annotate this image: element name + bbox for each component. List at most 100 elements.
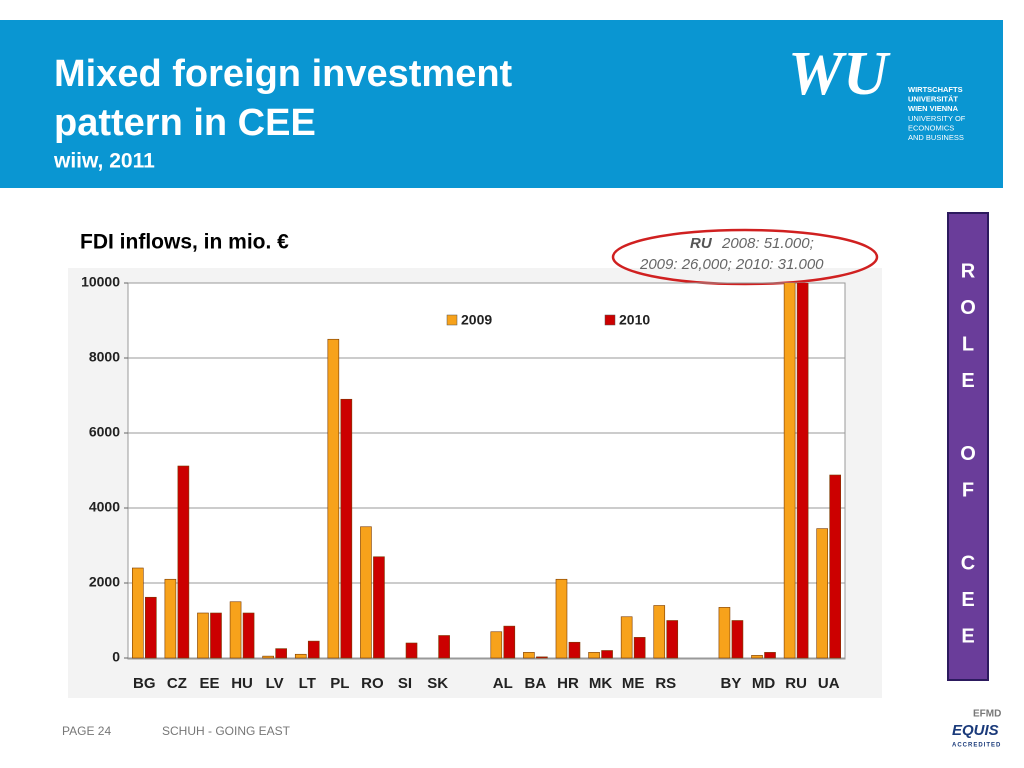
bar <box>764 652 776 659</box>
annotation-ellipse <box>611 228 879 286</box>
x-tick-label: SI <box>398 675 412 692</box>
annotation-text: 2009: 26,000; 2010: 31.000 <box>639 256 824 273</box>
bar <box>197 612 209 659</box>
sidebar-letter: O <box>960 297 976 319</box>
bar <box>294 653 307 659</box>
bar <box>633 637 646 659</box>
bar <box>275 648 287 659</box>
sidebar-letter: E <box>961 625 974 647</box>
bar <box>555 578 568 659</box>
y-tick-label: 4000 <box>89 499 120 515</box>
chart-title: FDI inflows, in mio. € <box>80 231 289 254</box>
slide-title: Mixed foreign investment <box>54 53 513 95</box>
bar <box>536 656 548 659</box>
x-tick-label: PL <box>330 675 349 692</box>
header-band <box>0 20 1003 188</box>
bar <box>177 465 190 659</box>
legend-swatch <box>446 314 458 326</box>
bar <box>164 578 177 659</box>
bar <box>438 635 450 659</box>
logo-text: WIRTSCHAFTS <box>908 85 963 94</box>
bars <box>131 283 842 659</box>
bar <box>601 650 613 659</box>
annotation-lead: RU <box>690 235 713 252</box>
plot-area <box>127 282 846 660</box>
bar <box>131 567 144 659</box>
legend-label: 2010 <box>619 312 650 328</box>
sidebar <box>947 212 989 681</box>
bar <box>307 640 320 659</box>
slide-subtitle: wiiw, 2011 <box>53 150 155 173</box>
badge-text: EFMD <box>973 709 1001 720</box>
bar <box>718 607 731 659</box>
bar <box>783 283 796 659</box>
x-tick-label: BY <box>721 675 742 692</box>
y-tick-label: 8000 <box>89 349 120 365</box>
x-tick-label: RS <box>655 675 676 692</box>
bar <box>340 398 353 659</box>
sidebar-letter: O <box>960 443 976 465</box>
bar <box>210 612 222 659</box>
x-tick-label: AL <box>493 675 513 692</box>
slide-title: pattern in CEE <box>54 102 316 144</box>
sidebar-letter: R <box>961 260 976 282</box>
x-tick-label: HR <box>557 675 579 692</box>
x-tick-label: UA <box>818 675 840 692</box>
x-tick-label: ME <box>622 675 645 692</box>
bar <box>588 652 600 659</box>
sidebar-letter: C <box>961 552 975 574</box>
page-number: PAGE 24 <box>62 724 111 738</box>
bar <box>653 605 666 659</box>
x-tick-label: MK <box>589 675 612 692</box>
legend-swatch <box>604 314 616 326</box>
logo-text: AND BUSINESS <box>908 133 964 142</box>
bar <box>229 601 242 659</box>
bar <box>144 596 157 659</box>
logo-mark: WU <box>788 40 891 108</box>
bar <box>327 338 340 659</box>
badge-text: EQUIS <box>952 722 999 739</box>
bar <box>731 620 744 659</box>
bar <box>523 652 535 659</box>
x-tick-label: HU <box>231 675 253 692</box>
bar <box>751 655 763 659</box>
badge-text: ACCREDITED <box>952 743 1001 749</box>
x-tick-label: CZ <box>167 675 187 692</box>
y-tick-label: 2000 <box>89 574 120 590</box>
sidebar-letter: E <box>961 589 974 611</box>
bar <box>568 641 581 659</box>
bar <box>262 655 274 659</box>
y-tick-label: 6000 <box>89 424 120 440</box>
y-tick-label: 0 <box>112 649 120 665</box>
footer-author: SCHUH - GOING EAST <box>162 724 291 738</box>
x-tick-label: EE <box>199 675 219 692</box>
logo-text: UNIVERSITY OF <box>908 114 966 123</box>
sidebar-letter: F <box>962 479 974 501</box>
bar <box>373 556 385 659</box>
x-tick-label: BG <box>133 675 156 692</box>
x-tick-label: LT <box>299 675 316 692</box>
bar <box>405 642 418 659</box>
y-tick-label: 10000 <box>81 274 120 290</box>
bar <box>490 631 503 659</box>
bar <box>242 612 255 659</box>
bar <box>796 283 809 659</box>
x-tick-label: RO <box>361 675 384 692</box>
bar <box>620 616 633 659</box>
x-tick-label: LV <box>266 675 284 692</box>
x-tick-label: BA <box>525 675 547 692</box>
x-tick-label: RU <box>785 675 807 692</box>
legend-label: 2009 <box>461 312 492 328</box>
bar <box>666 620 679 659</box>
x-tick-label: SK <box>427 675 448 692</box>
sidebar-letter: L <box>962 333 974 355</box>
bar <box>503 625 516 659</box>
bar <box>816 528 829 659</box>
annotation-text: 2008: 51.000; <box>721 235 814 252</box>
sidebar-letter: E <box>961 370 974 392</box>
bar <box>829 474 842 659</box>
x-tick-label: MD <box>752 675 775 692</box>
bar <box>360 526 372 659</box>
logo-text: WIEN VIENNA <box>908 104 959 113</box>
